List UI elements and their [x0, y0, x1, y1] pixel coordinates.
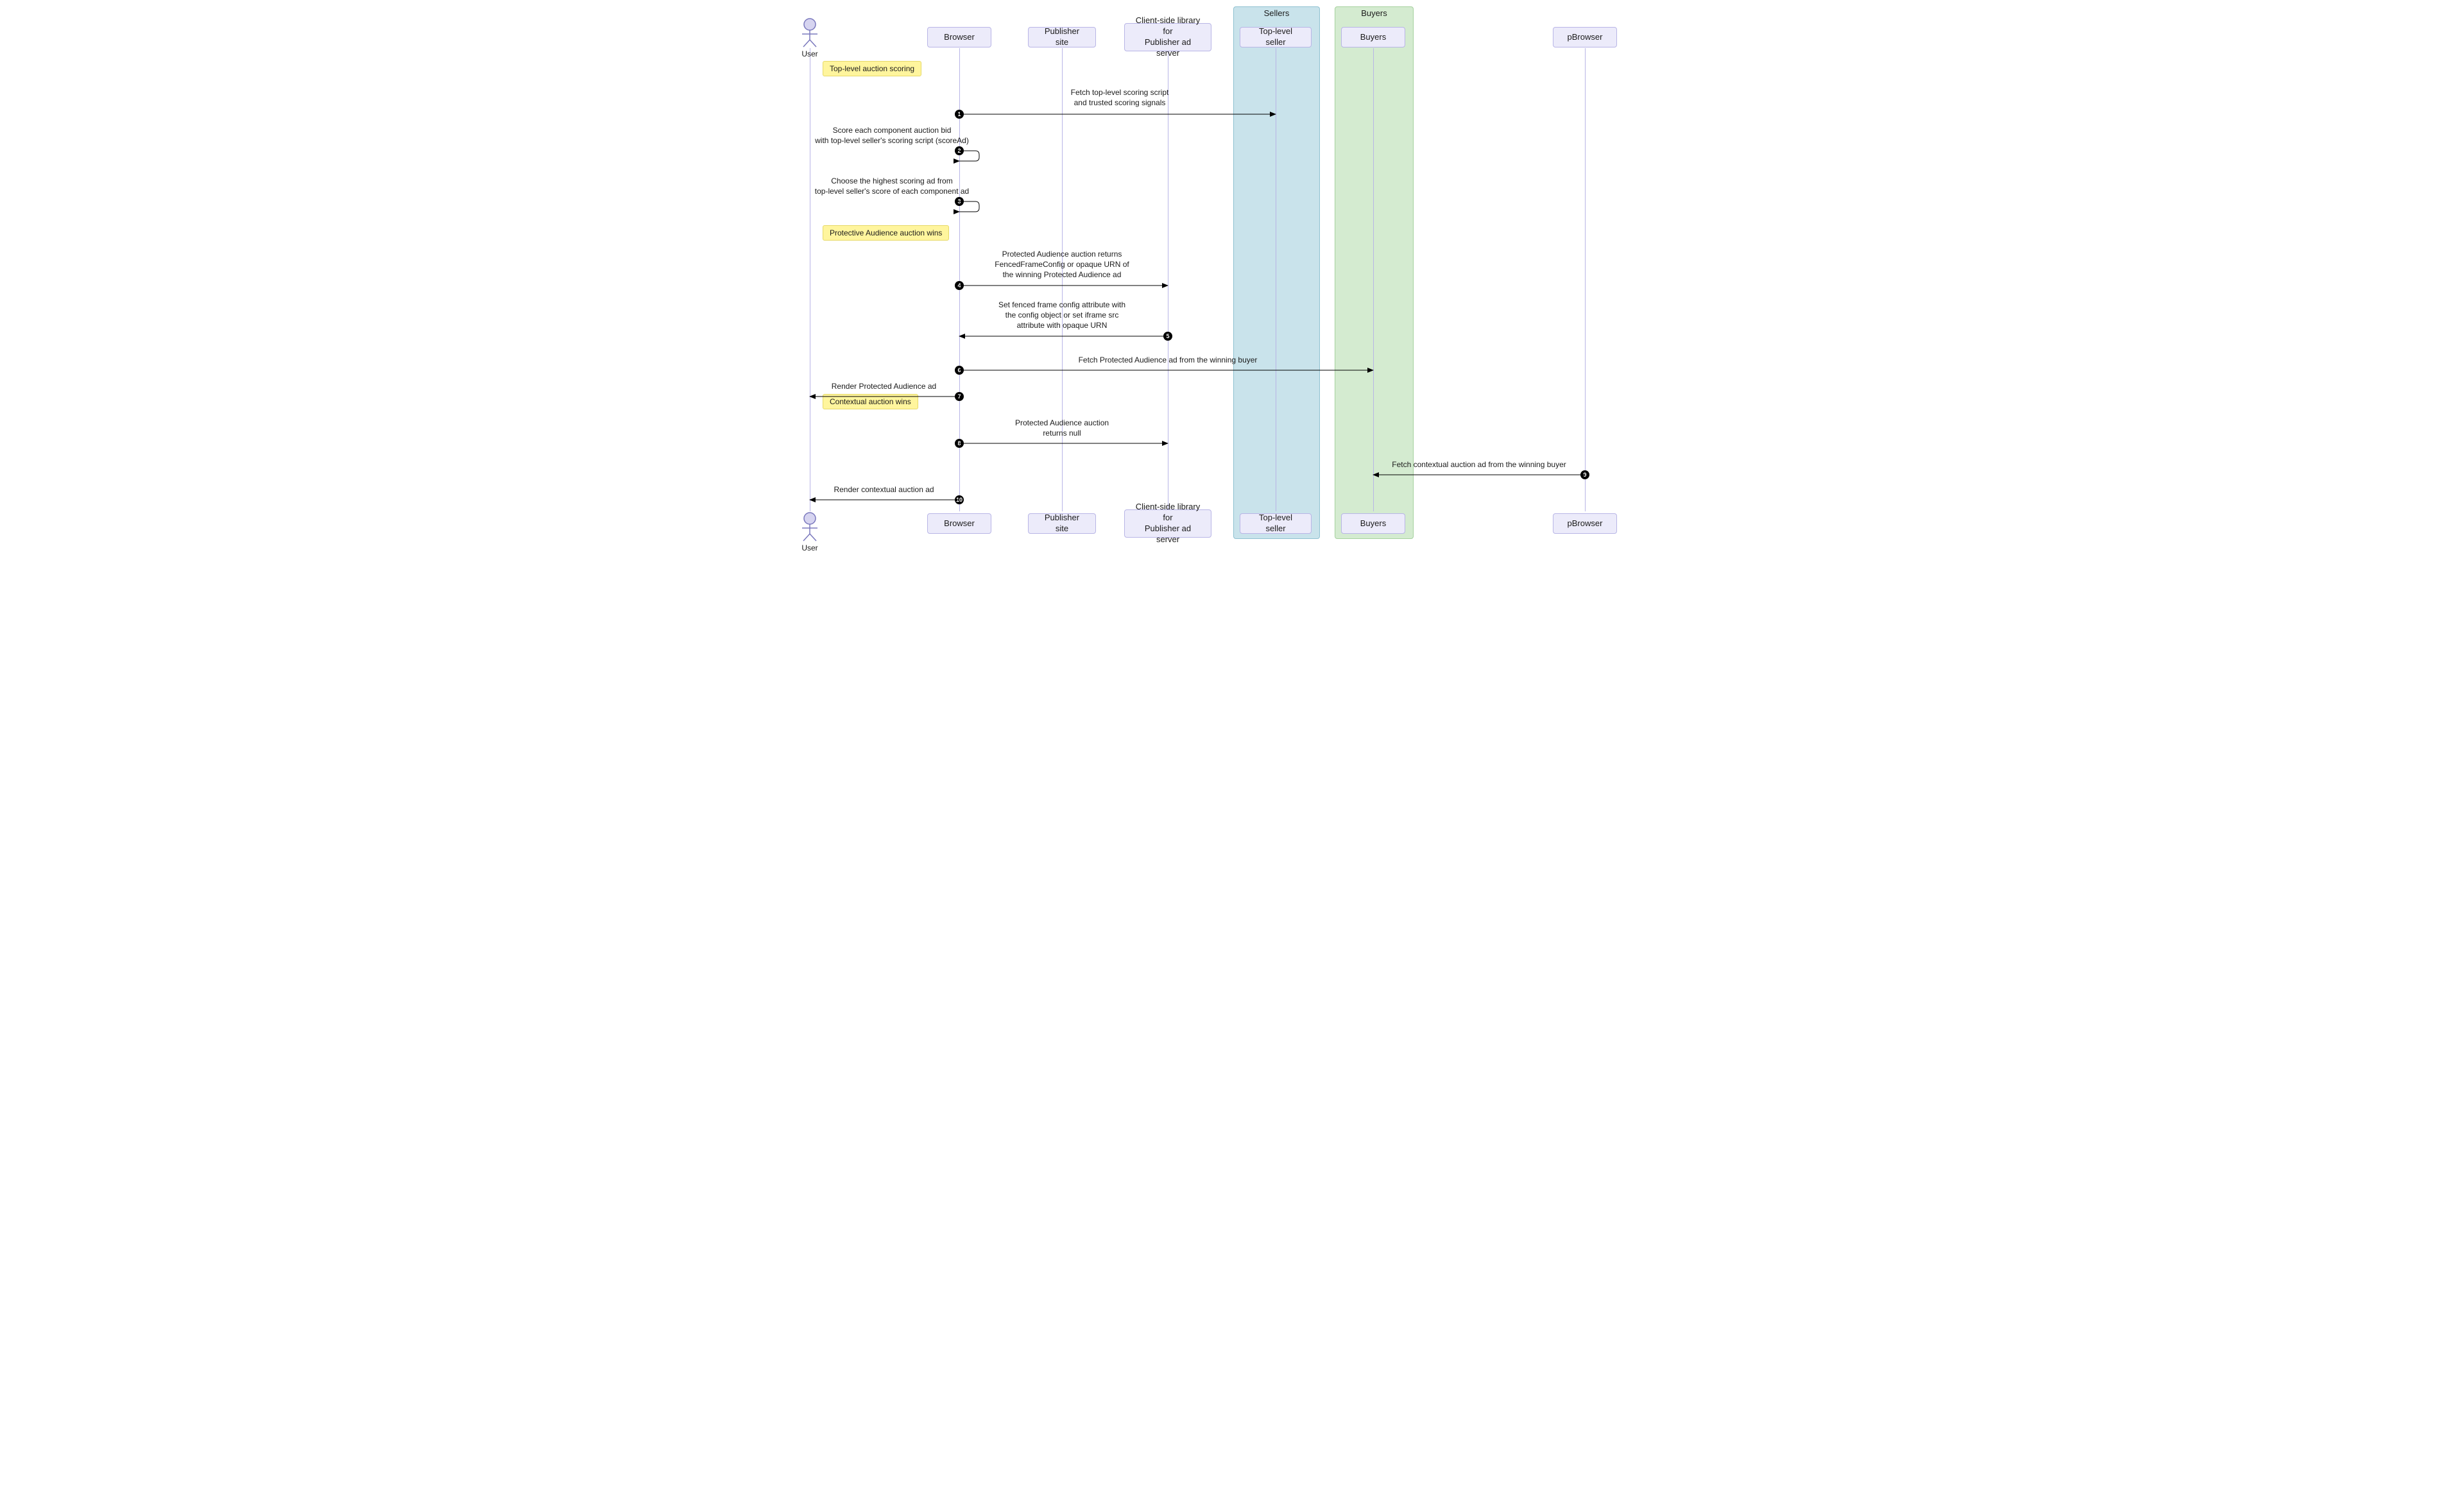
seq-10: 10: [955, 495, 964, 504]
seq-9: 9: [1580, 470, 1589, 479]
client-lib-box-top: Client-side library for Publisher ad ser…: [1124, 23, 1211, 51]
seq-7: 7: [955, 392, 964, 401]
msg-10-label: Render contextual auction ad: [815, 484, 953, 495]
client-lib-box-bottom: Client-side library for Publisher ad ser…: [1124, 509, 1211, 538]
browser-box-top: Browser: [927, 27, 991, 47]
seq-3: 3: [955, 197, 964, 206]
msg-5-label: Set fenced frame config attribute with t…: [966, 300, 1158, 331]
user-label-top: User: [801, 49, 819, 58]
user-label-bottom: User: [801, 543, 819, 552]
msg-1-label: Fetch top-level scoring script and trust…: [995, 87, 1245, 108]
buyers-group-label: Buyers: [1361, 8, 1387, 18]
seq-4: 4: [955, 281, 964, 290]
sellers-group-label: Sellers: [1264, 8, 1290, 18]
seq-5: 5: [1163, 332, 1172, 341]
pbrowser-box-top: pBrowser: [1553, 27, 1617, 47]
seq-2: 2: [955, 146, 964, 155]
publisher-box-bottom: Publisher site: [1028, 513, 1096, 534]
note-top-level-scoring: Top-level auction scoring: [823, 61, 921, 76]
buyers-box-bottom: Buyers: [1341, 513, 1405, 534]
user-actor-icon-top: [801, 18, 819, 51]
top-seller-box-bottom: Top-level seller: [1240, 513, 1312, 534]
msg-3-label: Choose the highest scoring ad from top-l…: [802, 176, 982, 196]
pbrowser-box-bottom: pBrowser: [1553, 513, 1617, 534]
user-actor-icon-bottom: [801, 512, 819, 545]
note-contextual-wins: Contextual auction wins: [823, 394, 918, 409]
lifeline-pbrowser: [1585, 48, 1586, 511]
sequence-diagram: Sellers Buyers User User Browser Publish: [751, 0, 1713, 571]
msg-7-label: Render Protected Audience ad: [815, 381, 953, 391]
browser-box-bottom: Browser: [927, 513, 991, 534]
seq-6: 6: [955, 366, 964, 375]
msg-2-label: Score each component auction bid with to…: [802, 125, 982, 146]
note-protective-wins: Protective Audience auction wins: [823, 225, 949, 241]
msg-6-label: Fetch Protected Audience ad from the win…: [1007, 355, 1328, 365]
msg-9-label: Fetch contextual auction ad from the win…: [1383, 459, 1575, 470]
sellers-group: Sellers: [1233, 6, 1320, 539]
msg-4-label: Protected Audience auction returns Fence…: [966, 249, 1158, 280]
msg-8-label: Protected Audience auction returns null: [966, 418, 1158, 438]
seq-8: 8: [955, 439, 964, 448]
top-seller-box-top: Top-level seller: [1240, 27, 1312, 47]
publisher-box-top: Publisher site: [1028, 27, 1096, 47]
seq-1: 1: [955, 110, 964, 119]
lifeline-buyers: [1373, 48, 1374, 511]
buyers-box-top: Buyers: [1341, 27, 1405, 47]
